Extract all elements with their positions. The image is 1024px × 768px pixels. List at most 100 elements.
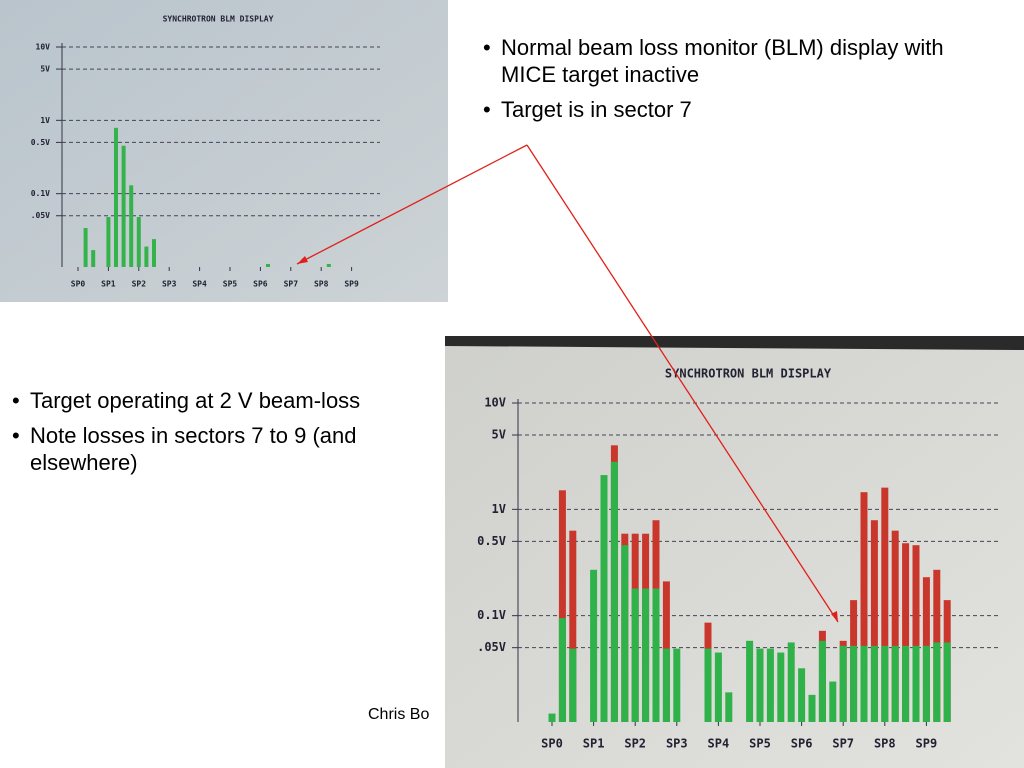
bar [808, 694, 816, 722]
y-tick-label: 10V [36, 43, 51, 52]
footer: Chris Bo [368, 706, 430, 723]
bar [777, 652, 785, 722]
bar [642, 588, 650, 722]
x-tick-label: SP6 [253, 280, 268, 289]
bar [714, 652, 722, 722]
x-tick-label: SP2 [624, 737, 646, 751]
bar [569, 530, 577, 722]
bar [91, 250, 96, 267]
bar [704, 648, 712, 722]
y-tick-label: 1V [492, 502, 506, 516]
bullet: Target is in sector 7 [483, 96, 953, 123]
bar [83, 228, 88, 267]
x-tick-label: SP7 [832, 737, 854, 751]
bullets-top: Normal beam loss monitor (BLM) display w… [483, 34, 953, 131]
x-tick-label: SP3 [666, 737, 688, 751]
bar [902, 543, 910, 722]
bar [766, 648, 774, 722]
bar [829, 681, 837, 722]
photo-edge [445, 336, 1024, 350]
bar [922, 645, 930, 722]
bar [818, 640, 826, 722]
x-tick-label: SP4 [708, 737, 730, 751]
bar [621, 545, 629, 722]
arrowhead [297, 256, 308, 264]
bar [600, 475, 608, 722]
bar [870, 520, 878, 722]
arrowhead [831, 611, 838, 622]
x-tick-label: SP0 [541, 737, 563, 751]
bar [860, 492, 868, 722]
bullet: Target operating at 2 V beam-loss [12, 387, 422, 414]
bar [673, 648, 681, 722]
bar [881, 645, 889, 722]
bar [558, 490, 566, 722]
bar [610, 461, 618, 722]
y-tick-label: 0.5V [31, 138, 50, 147]
bar [860, 645, 868, 722]
x-tick-label: SP3 [162, 280, 177, 289]
bar [912, 645, 920, 722]
bar [114, 127, 118, 267]
bar [902, 645, 910, 722]
bar [144, 246, 149, 267]
arrow [526, 144, 839, 623]
bar [839, 645, 847, 722]
y-tick-label: 1V [40, 116, 50, 125]
x-tick-label: SP5 [223, 280, 238, 289]
bar [106, 217, 111, 267]
x-tick-label: SP4 [192, 280, 207, 289]
x-tick-label: SP0 [71, 280, 86, 289]
bar [548, 713, 556, 722]
chart-title: SYNCHROTRON BLM DISPLAY [665, 367, 832, 381]
y-tick-label: 0.1V [477, 608, 506, 622]
bar [746, 640, 754, 722]
chart-title: SYNCHROTRON BLM DISPLAY [163, 15, 274, 24]
x-tick-label: SP7 [284, 280, 299, 289]
bar [129, 185, 134, 267]
bar [652, 588, 660, 722]
y-tick-label: .05V [31, 211, 50, 220]
bar [725, 692, 733, 722]
y-tick-label: 0.5V [477, 534, 506, 548]
bar [662, 648, 670, 722]
y-tick-label: .05V [477, 640, 506, 654]
x-tick-label: SP8 [874, 737, 896, 751]
bullet: Note losses in sectors 7 to 9 (and elsew… [12, 422, 422, 476]
bar [912, 545, 920, 722]
bar [558, 618, 566, 722]
x-tick-label: SP6 [791, 737, 813, 751]
bullets-left: Target operating at 2 V beam-loss Note l… [12, 387, 422, 484]
bar [121, 145, 126, 267]
bar [787, 642, 795, 722]
y-tick-label: 0.1V [31, 189, 50, 198]
y-tick-label: 5V [492, 428, 506, 442]
x-tick-label: SP1 [583, 737, 605, 751]
bar [933, 642, 941, 722]
photo-top [0, 0, 448, 302]
y-tick-label: 5V [40, 65, 50, 74]
bar [870, 645, 878, 722]
bar [891, 645, 899, 722]
bar [266, 263, 270, 267]
arrow [296, 144, 528, 265]
bar [891, 530, 899, 722]
x-tick-label: SP9 [344, 280, 359, 289]
bar [326, 263, 331, 267]
x-tick-label: SP8 [314, 280, 329, 289]
bar [798, 668, 806, 722]
bar [881, 487, 889, 722]
x-tick-label: SP2 [132, 280, 147, 289]
bullet: Normal beam loss monitor (BLM) display w… [483, 34, 953, 88]
y-tick-label: 10V [484, 396, 506, 410]
bar [943, 642, 951, 722]
x-tick-label: SP9 [916, 737, 938, 751]
bar [152, 239, 156, 267]
bar [756, 648, 764, 722]
bar [850, 645, 858, 722]
x-tick-label: SP5 [749, 737, 771, 751]
x-tick-label: SP1 [101, 280, 116, 289]
bar [569, 648, 577, 722]
bar [136, 217, 141, 267]
